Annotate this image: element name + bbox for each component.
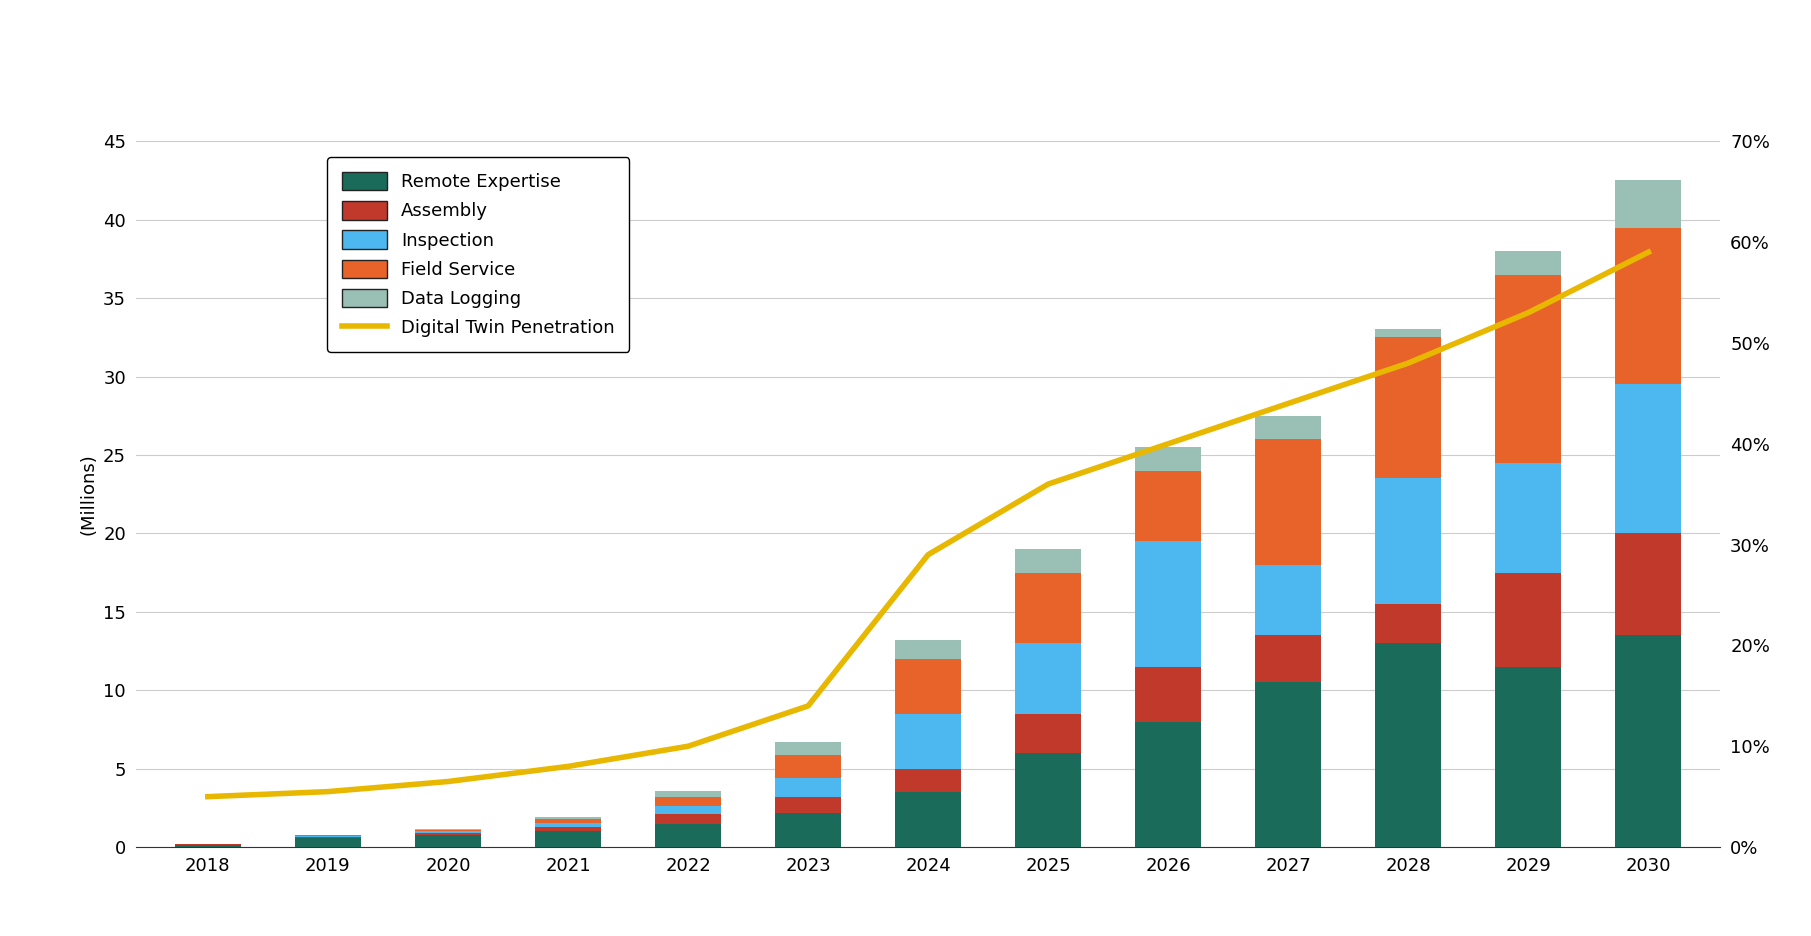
Bar — [1255, 439, 1322, 564]
Bar — [295, 837, 360, 839]
Bar — [1135, 447, 1201, 471]
Bar — [534, 817, 601, 819]
Bar — [415, 833, 482, 835]
Bar — [1135, 666, 1201, 722]
Bar — [895, 768, 962, 792]
Bar — [1255, 564, 1322, 636]
Bar — [1016, 573, 1081, 643]
Bar — [775, 742, 840, 754]
Bar — [895, 792, 962, 847]
Bar — [1615, 181, 1681, 227]
Bar — [534, 831, 601, 847]
Bar — [1375, 329, 1442, 337]
Bar — [1496, 573, 1561, 666]
Bar — [415, 831, 482, 833]
Bar — [1615, 636, 1681, 847]
Bar — [415, 835, 482, 847]
Bar — [1615, 385, 1681, 534]
Bar — [775, 812, 840, 847]
Bar — [1255, 636, 1322, 682]
Bar — [295, 839, 360, 847]
Bar — [656, 797, 721, 806]
Bar — [656, 824, 721, 847]
Bar — [415, 830, 482, 831]
Bar — [656, 814, 721, 824]
Bar — [1496, 462, 1561, 573]
Y-axis label: (Millions): (Millions) — [80, 453, 98, 535]
Bar — [1375, 604, 1442, 643]
Bar — [1016, 753, 1081, 847]
Bar — [1016, 714, 1081, 753]
Bar — [775, 778, 840, 797]
Bar — [1255, 682, 1322, 847]
Text: World Markets: 2018 to 2030: World Markets: 2018 to 2030 — [24, 71, 411, 95]
Bar — [775, 754, 840, 778]
Bar — [656, 791, 721, 797]
Bar — [534, 819, 601, 823]
Text: Digital Twin Penetration and Active Users: Digital Twin Penetration and Active User… — [24, 16, 578, 39]
Bar — [895, 640, 962, 659]
Bar — [1615, 227, 1681, 385]
Bar — [1375, 337, 1442, 478]
Bar — [534, 823, 601, 826]
Bar — [1135, 541, 1201, 666]
Bar — [1375, 643, 1442, 847]
Bar — [775, 797, 840, 812]
Bar — [1135, 722, 1201, 847]
Bar — [1496, 274, 1561, 462]
Legend: Remote Expertise, Assembly, Inspection, Field Service, Data Logging, Digital Twi: Remote Expertise, Assembly, Inspection, … — [328, 157, 628, 352]
Bar — [534, 826, 601, 831]
Bar — [1615, 534, 1681, 636]
Bar — [1496, 251, 1561, 274]
Bar — [1255, 416, 1322, 439]
Bar — [1375, 478, 1442, 604]
Bar — [656, 806, 721, 814]
Bar — [895, 659, 962, 714]
Bar — [895, 714, 962, 768]
Text: (Source: ABI Research): (Source: ABI Research) — [1579, 70, 1787, 89]
Bar — [176, 844, 241, 847]
Bar — [1016, 549, 1081, 573]
Bar — [1496, 666, 1561, 847]
Bar — [1135, 471, 1201, 541]
Bar — [1016, 643, 1081, 714]
